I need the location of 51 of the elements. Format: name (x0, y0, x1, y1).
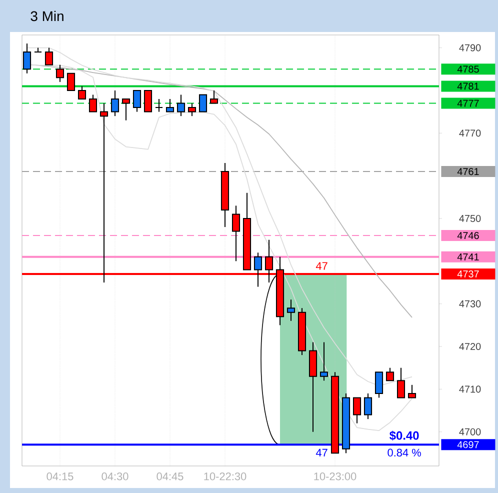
y-tick-label: 4790 (459, 44, 481, 52)
candlestick (374, 372, 384, 398)
candlestick (44, 47, 54, 66)
candlestick (78, 86, 86, 100)
annotation: 47 (316, 448, 328, 456)
candlestick (166, 98, 174, 112)
candlestick (396, 367, 406, 398)
y-tick-label: 4720 (459, 342, 481, 350)
ref-line-label: 4785 (457, 66, 479, 73)
ref-line-label: 4761 (457, 168, 479, 176)
x-tick-label: 04:15 (46, 472, 74, 480)
annotation: 0.84 % (388, 448, 421, 457)
x-tick-label: 04:45 (156, 472, 184, 480)
candlestick (22, 43, 32, 74)
candlestick (110, 90, 120, 117)
ref-line-label: 4777 (457, 100, 479, 107)
y-tick-label: 4750 (459, 214, 481, 222)
candlestick (352, 397, 362, 424)
candlestick (232, 205, 240, 262)
candlestick (154, 98, 164, 112)
candlestick (122, 98, 130, 121)
candlestick (286, 299, 296, 322)
ref-line-label: 4737 (457, 270, 479, 278)
candlestick (88, 94, 98, 112)
x-tick-label: 04:30 (102, 472, 128, 480)
annotation: $0.40 (390, 430, 419, 441)
candlestick (176, 94, 186, 117)
annotation: 47 (316, 262, 328, 270)
ref-line-label: 4741 (457, 253, 479, 260)
candlestick (56, 64, 64, 82)
candlestick (386, 367, 394, 382)
candlestick (144, 90, 152, 112)
y-tick-label: 4710 (459, 386, 481, 393)
candlestick (364, 392, 372, 420)
ref-line-label: 4746 (457, 232, 479, 240)
candlestick (254, 252, 262, 288)
candlestick (210, 90, 218, 104)
chart-title: 3 Min (30, 10, 64, 22)
candlestick (198, 94, 208, 112)
x-tick-label: 10-22:30 (204, 472, 246, 480)
x-tick-label: 10-23:00 (314, 472, 356, 480)
y-tick-label: 4770 (459, 130, 481, 137)
y-tick-label: 4730 (459, 300, 481, 308)
candlestick (188, 102, 196, 117)
y-tick-label: 4700 (459, 428, 481, 436)
candlestick (408, 384, 416, 398)
ref-line-label: 4781 (457, 82, 479, 90)
candlestick (132, 90, 142, 112)
candlestick (66, 72, 76, 91)
ref-line-label: 4697 (457, 441, 479, 448)
candlestick (320, 342, 328, 382)
